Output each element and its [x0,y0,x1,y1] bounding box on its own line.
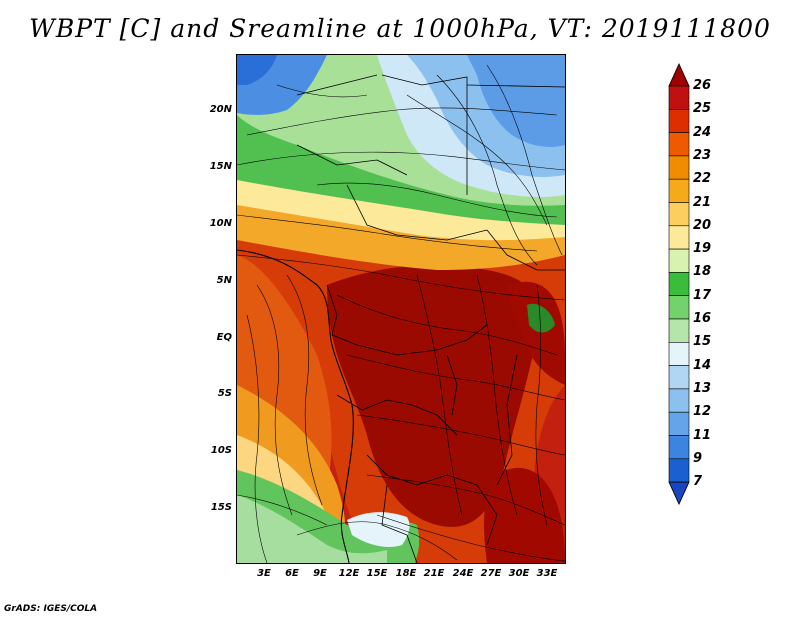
colorbar-segment [668,388,690,413]
colorbar-label: 21 [693,194,712,210]
colorbar-segment [668,458,690,483]
colorbar-segment [668,108,690,133]
map-title: WBPT [C] and Sreamline at 1000hPa, VT: 2… [29,14,771,43]
lat-label: 15N [209,161,232,172]
lat-label: EQ [216,332,232,343]
lon-label: 21E [423,568,445,579]
lon-label: 27E [480,568,502,579]
colorbar [668,63,690,506]
colorbar-label: 11 [693,427,712,443]
wbpt-band-26 [327,265,540,527]
colorbar-segment [668,272,690,296]
wbpt-band-11 [467,55,565,147]
lon-label: 12E [338,568,360,579]
lat-label: 10S [210,445,232,456]
colorbar-segment [668,132,690,157]
streamlines [237,64,565,563]
colorbar-segment [668,341,690,366]
lon-label: 9E [313,568,327,579]
colorbar-segment [668,435,690,460]
colorbar-label: 23 [693,147,712,163]
lat-label: 20N [209,104,232,115]
colorbar-label: 13 [693,380,712,396]
lon-label: 18E [395,568,417,579]
colorbar-label: 7 [693,474,703,490]
colorbar-label: 16 [693,311,712,326]
colorbar-label: 25 [693,101,712,117]
coastline [237,249,354,563]
colorbar-segment [668,318,690,343]
footer-credit: GrADS: IGES/COLA [4,604,98,614]
colorbar-segment [668,202,690,227]
wbpt-highland-green [527,303,555,333]
lon-label: 30E [508,568,530,579]
lat-label: 10N [209,218,232,229]
colorbar-segment [668,365,690,390]
map-canvas [237,55,565,563]
colorbar-label: 24 [693,124,712,140]
wbpt-band-9-northwest [237,55,277,85]
colorbar-segment [668,411,690,436]
lon-label: 6E [285,568,299,579]
colorbar-label: 14 [693,357,712,373]
colorbar-segment [668,85,690,110]
map-panel [236,54,566,564]
colorbar-bottom-arrow [668,481,690,506]
wbpt-band-26-south [484,467,565,563]
country-boundaries [296,74,565,563]
colorbar-segment [668,178,690,203]
colorbar-label: 12 [693,404,712,420]
lon-label: 33E [536,568,558,579]
colorbar-label: 17 [693,287,712,303]
colorbar-label: 20 [693,217,712,233]
colorbar-label: 26 [693,78,712,93]
colorbar-segment [668,248,690,273]
lon-label: 15E [366,568,388,579]
colorbar-segment [668,225,690,250]
colorbar-top-arrow [668,63,690,87]
lat-label: 5S [217,388,232,399]
colorbar-label: 9 [693,450,703,466]
colorbar-label: 19 [693,241,712,257]
wbpt-band-16-south [237,495,387,563]
colorbar-segment [668,155,690,180]
colorbar-segment [668,295,690,320]
lon-label: 3E [257,568,271,579]
colorbar-label: 15 [693,334,712,350]
colorbar-label: 18 [693,264,712,280]
wbpt-band-26-east [507,281,565,385]
lon-label: 24E [452,568,474,579]
lat-label: 5N [216,275,232,286]
lat-label: 15S [210,502,232,513]
colorbar-label: 22 [693,171,712,187]
